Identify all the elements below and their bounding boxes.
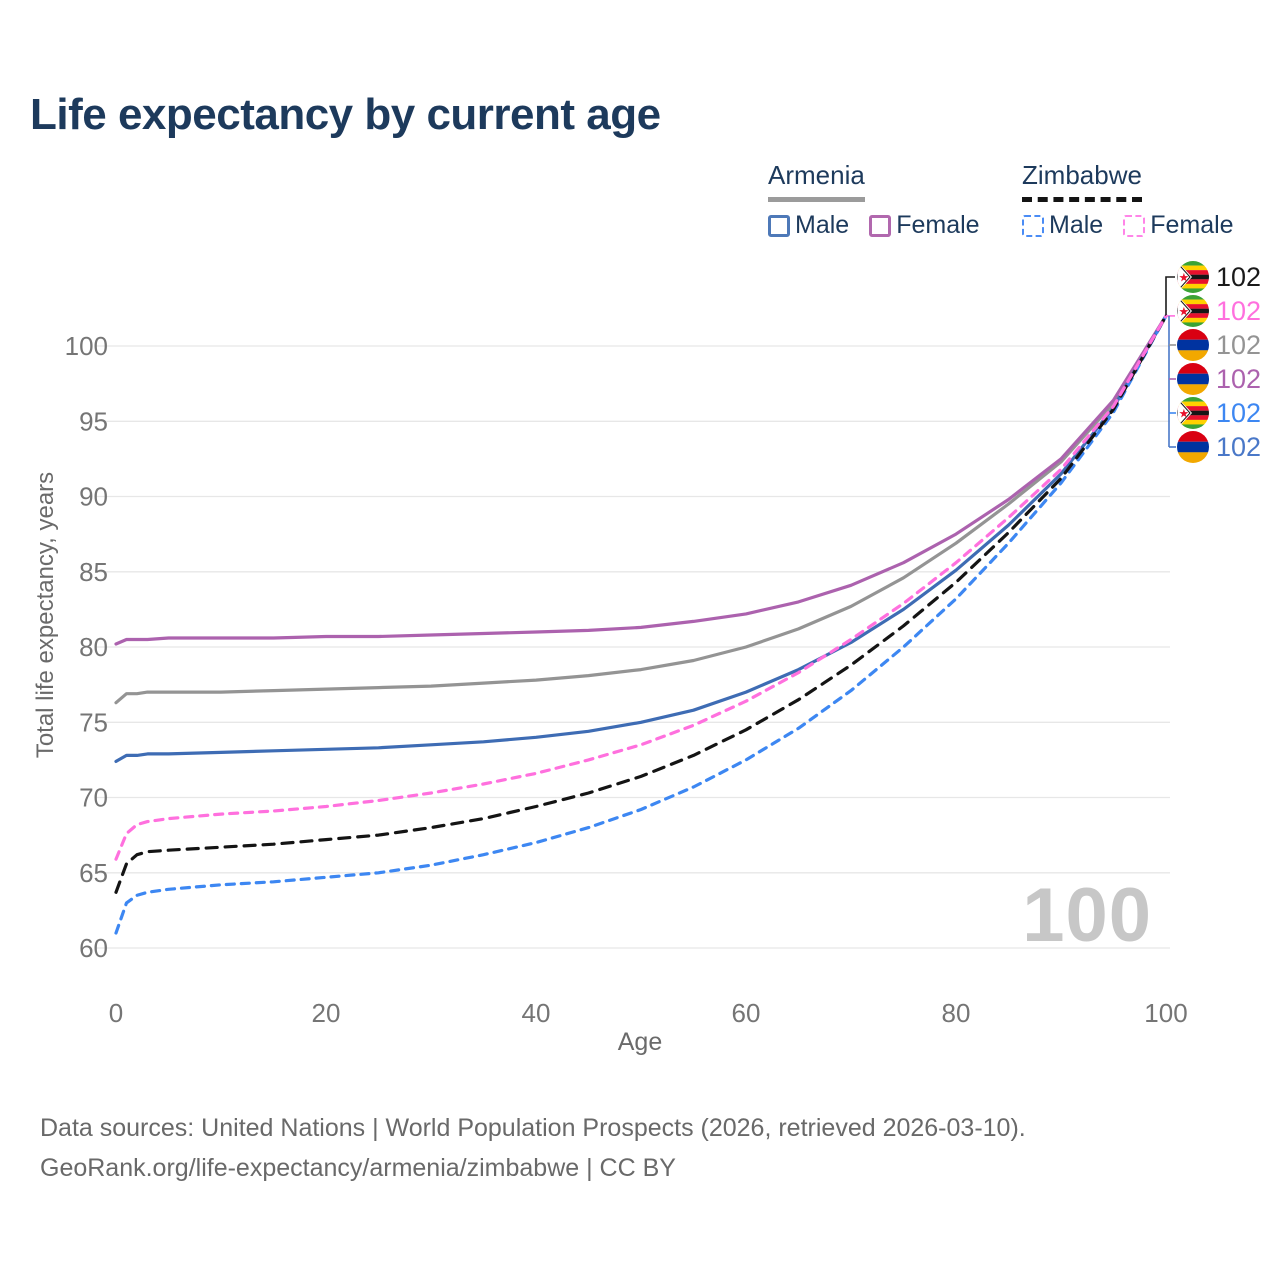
legend-group-zimbabwe: Zimbabwe Male Female xyxy=(1022,160,1234,240)
y-tick-75: 75 xyxy=(79,707,108,737)
footer: Data sources: United Nations | World Pop… xyxy=(40,1108,1026,1188)
y-axis-title: Total life expectancy, years xyxy=(32,471,59,759)
legend-item-zimbabwe-male[interactable]: Male xyxy=(1022,211,1103,240)
x-tick-80: 80 xyxy=(942,998,971,1028)
end-label-row: 102 xyxy=(1177,431,1261,463)
y-tick-65: 65 xyxy=(79,858,108,888)
footer-sources: Data sources: United Nations | World Pop… xyxy=(40,1114,1026,1142)
footer-attribution: GeoRank.org/life-expectancy/armenia/zimb… xyxy=(40,1154,676,1182)
legend-item-zimbabwe-female[interactable]: Female xyxy=(1123,211,1234,240)
svg-text:★: ★ xyxy=(1179,407,1190,421)
end-value: 102 xyxy=(1216,295,1262,326)
y-tick-90: 90 xyxy=(79,482,108,512)
leader-line-black xyxy=(1165,276,1175,316)
x-tick-40: 40 xyxy=(522,998,551,1028)
x-tick-100: 100 xyxy=(1144,998,1187,1028)
y-tick-100: 100 xyxy=(65,331,108,361)
legend-item-armenia-male[interactable]: Male xyxy=(768,211,849,240)
x-axis-title: Age xyxy=(617,1028,663,1056)
zimbabwe-female-swatch-icon xyxy=(1123,214,1146,237)
y-tick-60: 60 xyxy=(79,933,108,963)
armenia-flag-icon xyxy=(1177,363,1209,395)
armenia-female-swatch-icon xyxy=(869,214,892,237)
end-value: 102 xyxy=(1216,431,1262,462)
zimbabwe-male-swatch-icon xyxy=(1022,214,1044,237)
armenia-flag-icon xyxy=(1177,329,1209,361)
end-label-row: 102 xyxy=(1177,329,1261,361)
series-line-armenia-total[interactable] xyxy=(114,314,1168,705)
y-tick-85: 85 xyxy=(79,557,108,587)
end-label-row: ★ 102 xyxy=(1177,295,1261,327)
end-value: 102 xyxy=(1216,261,1262,292)
end-value: 102 xyxy=(1216,397,1262,428)
y-tick-95: 95 xyxy=(79,406,108,436)
end-label-row: 102 xyxy=(1177,363,1261,395)
legend-country-zimbabwe[interactable]: Zimbabwe xyxy=(1022,160,1142,202)
chart-title: Life expectancy by current age xyxy=(30,90,661,139)
armenia-male-swatch-icon xyxy=(768,214,790,237)
series-line-zimbabwe-total[interactable] xyxy=(114,314,1168,894)
legend-item-armenia-female[interactable]: Female xyxy=(869,211,980,240)
zimbabwe-flag-icon: ★ xyxy=(1177,295,1209,327)
armenia-flag-icon xyxy=(1177,431,1209,463)
x-tick-20: 20 xyxy=(312,998,341,1028)
legend-label-zimbabwe-female: Female xyxy=(1150,211,1234,239)
series-line-armenia-female[interactable] xyxy=(114,314,1168,646)
x-tick-60: 60 xyxy=(732,998,761,1028)
svg-text:★: ★ xyxy=(1179,305,1190,319)
legend-country-armenia[interactable]: Armenia xyxy=(768,160,865,202)
end-value: 102 xyxy=(1216,363,1262,394)
x-tick-0: 0 xyxy=(109,998,123,1028)
legend-label-armenia-female: Female xyxy=(896,211,980,239)
y-tick-70: 70 xyxy=(79,783,108,813)
age-counter-watermark: 100 xyxy=(1022,873,1152,958)
series-line-zimbabwe-female[interactable] xyxy=(114,314,1168,861)
legend-label-armenia-male: Male xyxy=(795,211,850,239)
legend-label-zimbabwe-male: Male xyxy=(1049,211,1104,239)
y-tick-80: 80 xyxy=(79,632,108,662)
end-value: 102 xyxy=(1216,329,1262,360)
zimbabwe-flag-icon: ★ xyxy=(1177,397,1209,429)
legend-group-armenia: Armenia Male Female xyxy=(768,160,980,240)
series-line-armenia-male[interactable] xyxy=(114,314,1168,763)
svg-text:★: ★ xyxy=(1179,271,1190,285)
end-label-row: ★ 102 xyxy=(1177,261,1261,293)
end-label-row: ★ 102 xyxy=(1177,397,1261,429)
series-line-zimbabwe-male[interactable] xyxy=(114,314,1168,935)
zimbabwe-flag-icon: ★ xyxy=(1177,261,1209,293)
